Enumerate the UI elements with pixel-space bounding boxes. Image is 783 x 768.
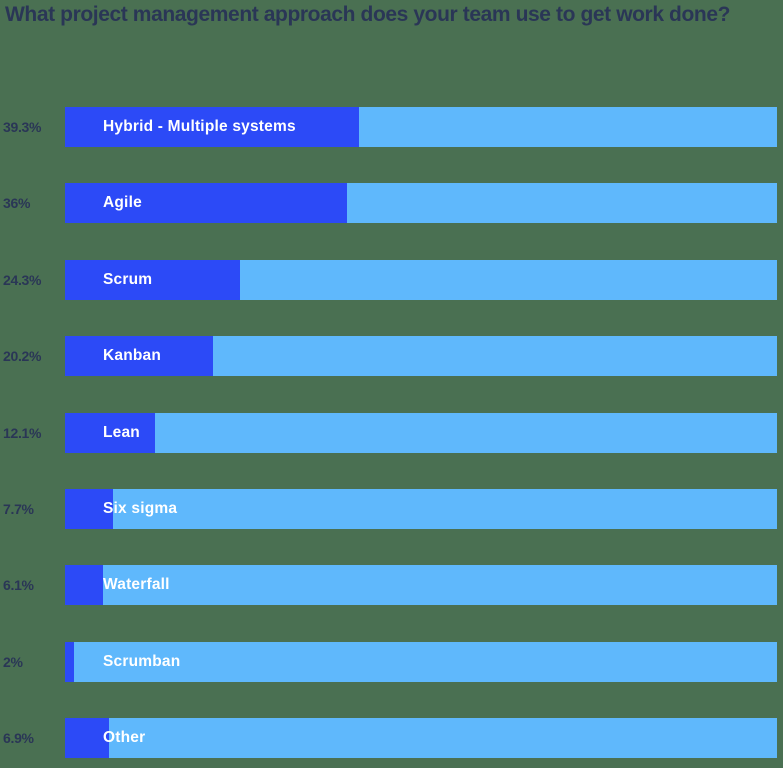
- value-label: 6.1%: [3, 577, 34, 594]
- value-label: 6.9%: [3, 730, 34, 747]
- bar-fill: [65, 718, 110, 759]
- bar-track: Lean: [65, 412, 777, 453]
- bar-fill: [65, 565, 103, 606]
- value-label: 7.7%: [3, 501, 34, 517]
- value-label: 39.3%: [3, 119, 42, 135]
- value-label: 12.1%: [3, 424, 42, 441]
- bar-row: 36% Agile: [0, 183, 783, 224]
- bar-fill: [65, 183, 347, 224]
- bar-category-label: Six sigma: [103, 500, 178, 517]
- bar-track: Hybrid - Multiple systems: [65, 107, 777, 147]
- bar-track: Six sigma: [65, 489, 777, 529]
- bar-row: 24.3% Scrum: [0, 259, 783, 300]
- bar-fill: [65, 107, 360, 147]
- chart-title: What project management approach does yo…: [5, 3, 731, 26]
- bar-category-label: Scrum: [103, 270, 153, 288]
- bar-track: Agile: [65, 183, 777, 224]
- bar-track: Scrumban: [65, 641, 777, 682]
- bar-fill: [65, 259, 241, 300]
- bar-fill: [65, 641, 74, 682]
- bar-track: Scrum: [65, 259, 777, 300]
- bar-row: 6.1% Waterfall: [0, 565, 783, 606]
- bar-category-label: Lean: [103, 423, 140, 441]
- bar-track: Waterfall: [65, 565, 777, 606]
- value-label: 20.2%: [3, 348, 42, 365]
- bar-fill: [65, 336, 214, 377]
- value-label: 2%: [3, 653, 23, 670]
- bar-category-label: Hybrid - Multiple systems: [103, 118, 296, 135]
- bar-category-label: Waterfall: [103, 576, 170, 594]
- bar-category-label: Agile: [103, 194, 142, 212]
- bar-category-label: Kanban: [103, 347, 162, 365]
- bar-row: 39.3% Hybrid - Multiple systems: [0, 107, 783, 147]
- bar-fill: [65, 489, 113, 529]
- bar-row: 6.9% Other: [0, 718, 783, 759]
- bar-row: 20.2% Kanban: [0, 336, 783, 377]
- bar-track: Other: [65, 718, 777, 759]
- bar-category-label: Other: [103, 729, 146, 747]
- bar-row: 2% Scrumban: [0, 641, 783, 682]
- bar-row: 12.1% Lean: [0, 412, 783, 453]
- value-label: 36%: [3, 195, 31, 212]
- bar-track: Kanban: [65, 336, 777, 377]
- bar-fill: [65, 412, 155, 453]
- bar-category-label: Scrumban: [103, 652, 181, 670]
- bar-row: 7.7% Six sigma: [0, 489, 783, 529]
- value-label: 24.3%: [3, 271, 42, 288]
